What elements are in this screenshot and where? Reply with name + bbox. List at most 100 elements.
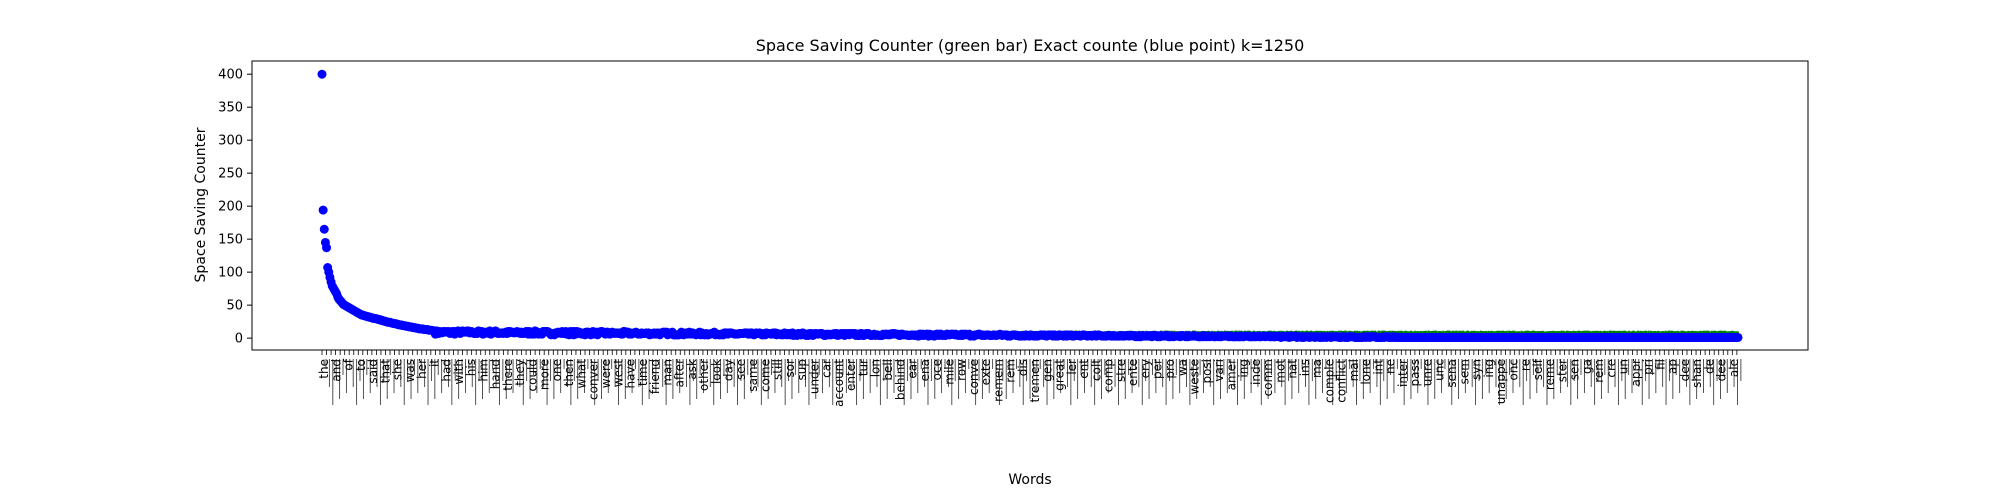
x-word-label: other — [697, 359, 711, 391]
x-word-label: sup — [795, 359, 809, 380]
x-word-label: day — [722, 359, 736, 381]
y-ticks: 0 50 100 150 200 250 300 350 400 — [218, 68, 252, 347]
x-word-label: sen — [1568, 359, 1582, 380]
x-word-label: man — [660, 359, 674, 386]
x-word-label: had — [440, 359, 454, 382]
x-word-label: comm — [1261, 359, 1275, 396]
x-word-label: one — [550, 359, 564, 381]
x-word-label: more — [538, 359, 552, 390]
x-word-label: inter — [1396, 359, 1410, 387]
y-tick-label: 200 — [218, 200, 243, 215]
x-word-label: ing — [1482, 359, 1496, 378]
x-word-label: under — [807, 359, 821, 394]
y-tick-label: 50 — [226, 299, 243, 314]
x-word-label: self — [1531, 358, 1545, 380]
x-word-label: ga — [1580, 359, 1594, 374]
x-word-label: rem — [1592, 359, 1606, 383]
x-word-label: time — [636, 359, 650, 386]
x-word-label: comp — [1102, 359, 1116, 392]
x-word-label: weste — [1188, 359, 1202, 395]
x-word-label: were — [599, 359, 613, 388]
exact-point — [319, 224, 329, 234]
x-word-label: to — [354, 359, 368, 371]
exact-point — [322, 243, 332, 253]
x-word-label: tur — [856, 359, 870, 376]
x-word-label: ask — [685, 359, 699, 380]
x-word-label: said — [366, 359, 380, 384]
x-word-label: pri — [1641, 359, 1655, 375]
x-word-label: conver — [587, 359, 601, 400]
x-word-label: remem — [991, 359, 1005, 402]
x-word-label: ale — [1727, 359, 1741, 377]
x-word-label: of — [342, 358, 356, 370]
x-word-label: onc — [1506, 359, 1520, 381]
x-word-label: exte — [979, 359, 993, 385]
exact-point — [318, 205, 328, 215]
x-word-label: amer — [1224, 359, 1238, 390]
x-word-label: sor — [783, 359, 797, 378]
x-word-label: behind — [893, 359, 907, 400]
x-word-label: look — [709, 359, 723, 384]
x-word-label: de — [1702, 359, 1716, 374]
x-word-label: west — [611, 359, 625, 387]
x-word-label: and — [329, 359, 343, 382]
x-word-label: comple — [1322, 359, 1336, 403]
x-ticks — [321, 350, 1738, 355]
x-word-label: come — [758, 359, 772, 392]
x-word-label: ster — [1555, 359, 1569, 382]
x-word-label: sem — [1457, 359, 1471, 384]
x-word-label: what — [574, 359, 588, 389]
x-word-label: mal — [1347, 359, 1361, 381]
x-word-label: her — [415, 359, 429, 379]
x-word-label: it — [427, 359, 441, 367]
x-word-label: shan — [1690, 359, 1704, 388]
x-word-label: dee — [1678, 359, 1692, 381]
x-word-labels: theandoftosaidthatshewasherithadwithhish… — [317, 358, 1742, 407]
x-word-label: tremen — [1028, 359, 1042, 402]
x-word-label: ma — [1310, 359, 1324, 378]
x-word-label: his — [464, 359, 478, 376]
x-word-label: inde — [1249, 359, 1263, 385]
y-axis-label: Space Saving Counter — [193, 127, 209, 282]
x-word-label: stre — [1114, 359, 1128, 382]
x-word-label: friend — [648, 359, 662, 394]
x-word-label: ap — [1666, 359, 1680, 374]
x-word-label: that — [378, 359, 392, 384]
x-word-label: ena — [918, 359, 932, 381]
x-word-label: oce — [930, 359, 944, 380]
x-word-label: unappe — [1494, 359, 1508, 404]
exact-point — [317, 69, 327, 79]
x-word-label: rem — [1004, 359, 1018, 383]
y-tick-label: 0 — [235, 332, 243, 347]
x-word-label: enter — [844, 359, 858, 391]
x-word-label: fil — [1653, 359, 1667, 370]
y-tick-label: 400 — [218, 68, 243, 83]
x-word-label: ery — [1138, 359, 1152, 378]
x-word-label: row — [955, 359, 969, 381]
exact-point — [1733, 332, 1743, 342]
y-tick-label: 100 — [218, 266, 243, 281]
x-word-label: there — [501, 359, 515, 391]
x-word-label: int — [1371, 359, 1385, 375]
x-word-label: she — [391, 359, 405, 380]
x-word-label: pass — [1408, 359, 1422, 386]
x-axis-label: Words — [1008, 472, 1051, 488]
x-word-label: lone — [1359, 359, 1373, 385]
x-word-label: ente — [1126, 359, 1140, 386]
x-word-label: lon — [869, 359, 883, 377]
x-word-label: un — [1617, 359, 1631, 374]
x-word-label: colt — [1089, 359, 1103, 381]
x-word-label: ne — [1384, 359, 1398, 374]
x-word-label: ear — [906, 359, 920, 379]
x-word-label: they — [513, 359, 527, 386]
x-word-label: then — [562, 359, 576, 386]
x-word-label: him — [476, 359, 490, 382]
x-word-label: pro — [1163, 359, 1177, 379]
x-word-label: ler — [1065, 359, 1079, 375]
chart-title: Space Saving Counter (green bar) Exact c… — [756, 36, 1305, 55]
x-word-label: still — [771, 359, 785, 380]
x-word-label: great — [1053, 359, 1067, 391]
x-word-label: could — [525, 359, 539, 392]
x-word-label: ing — [1237, 359, 1251, 378]
